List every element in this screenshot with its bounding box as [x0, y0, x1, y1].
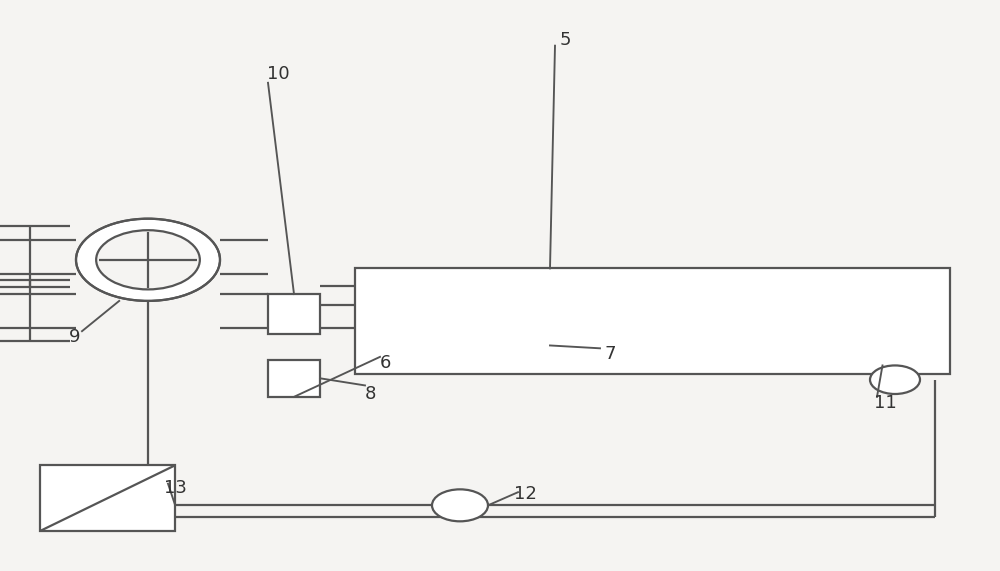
Circle shape	[96, 230, 200, 289]
Bar	[268, 294, 320, 334]
Text: 12: 12	[514, 485, 536, 503]
Bar	[40, 465, 175, 531]
Text: 5: 5	[559, 31, 571, 49]
Text: 6: 6	[379, 353, 391, 372]
Text: 7: 7	[604, 345, 616, 363]
Circle shape	[432, 489, 488, 521]
Circle shape	[76, 219, 220, 301]
Text: 13: 13	[164, 479, 186, 497]
Text: 8: 8	[364, 385, 376, 403]
Bar	[268, 360, 320, 397]
Text: 9: 9	[69, 328, 81, 346]
Circle shape	[870, 365, 920, 394]
Text: 10: 10	[267, 65, 289, 83]
Text: 11: 11	[874, 393, 896, 412]
Bar	[355, 268, 950, 374]
